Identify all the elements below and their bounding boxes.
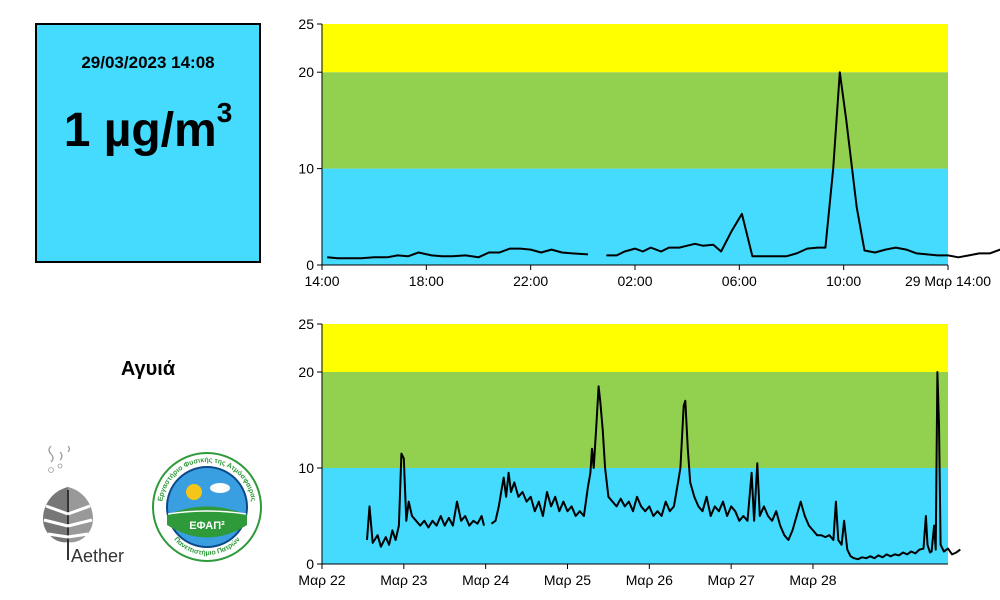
band-0: [322, 468, 948, 564]
y-tick-label-2: 20: [298, 64, 314, 80]
series-line-segment-0: [366, 452, 485, 548]
efap-logo-text: ΕΦΑΠ²: [189, 520, 225, 532]
station-name: Αγυιά: [120, 358, 176, 380]
current-reading-box: 29/03/2023 14:08 1 µg/m3: [35, 23, 261, 263]
y-tick-label-0: 0: [306, 556, 314, 572]
x-tick-label-3: Μαρ 25: [544, 572, 591, 588]
reading-unit-exponent: 3: [216, 97, 233, 128]
series-line-segment-0: [327, 247, 589, 260]
y-tick-label-1: 10: [298, 460, 314, 476]
reading-number: 1: [63, 104, 91, 157]
band-1: [322, 72, 948, 169]
x-tick-label-5: Μαρ 27: [708, 572, 755, 588]
x-tick-label-0: Μαρ 22: [298, 572, 345, 588]
band-1: [322, 372, 948, 468]
band-2: [322, 324, 948, 372]
x-tick-label-2: Μαρ 24: [462, 572, 509, 588]
x-tick-label-2: 22:00: [513, 273, 548, 289]
reading-value: 1 µg/m3: [37, 99, 259, 157]
reading-datetime: 29/03/2023 14:08: [81, 53, 215, 72]
last-24h-chart: 0 10 20 25 14:00 18:00 22:00 02:00 06:00 10:00 29 …: [298, 16, 1000, 289]
y-tick-label-3: 25: [298, 16, 314, 32]
x-tick-label-4: 06:00: [722, 273, 757, 289]
y-tick-label-3: 25: [298, 316, 314, 332]
band-2: [322, 24, 948, 73]
series-line-segment-1: [606, 71, 1000, 259]
aether-logo-text: Aether: [71, 546, 124, 566]
aether-logo: Aether: [43, 445, 124, 566]
series-line-segment-1: [490, 371, 961, 561]
y-tick-label-1: 10: [298, 161, 314, 177]
y-tick-label-2: 20: [298, 364, 314, 380]
x-tick-label-6: 29 Μαρ 14:00: [905, 273, 991, 289]
x-tick-label-6: Μαρ 28: [789, 572, 836, 588]
x-tick-label-0: 14:00: [304, 273, 339, 289]
reading-unit: µg/m: [103, 104, 217, 157]
x-tick-label-5: 10:00: [826, 273, 861, 289]
x-tick-label-1: Μαρ 23: [380, 572, 427, 588]
y-tick-label-0: 0: [306, 257, 314, 273]
x-tick-label-1: 18:00: [409, 273, 444, 289]
last-week-chart: 0 10 20 25 Μαρ 22 Μαρ 23 Μαρ 24 Μαρ 25 Μαρ 26 Μαρ…: [298, 316, 961, 588]
x-tick-label-4: Μαρ 26: [626, 572, 673, 588]
efap-logo: ΕΦΑΠ² Εργαστήριο Φυσικής της Ατμόσφαιρας…: [152, 452, 262, 562]
x-tick-label-3: 02:00: [617, 273, 652, 289]
